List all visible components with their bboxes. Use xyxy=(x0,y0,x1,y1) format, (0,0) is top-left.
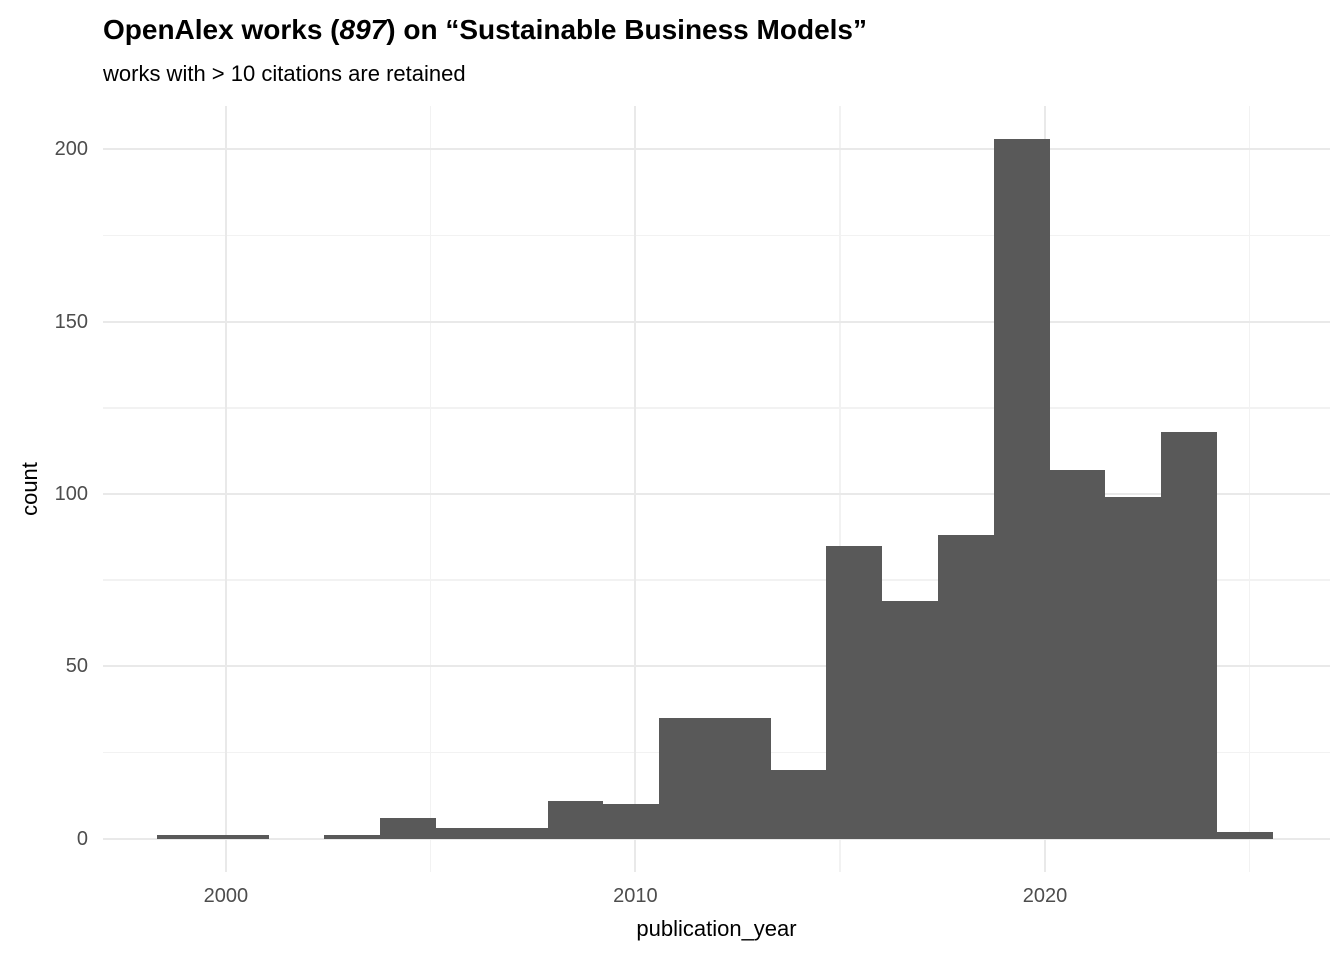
y-tick-label: 50 xyxy=(65,655,88,678)
histogram-bar xyxy=(993,139,1050,839)
histogram-bar xyxy=(435,828,492,839)
y-major-gridline xyxy=(103,492,1330,495)
histogram-bar xyxy=(1161,431,1217,839)
histogram-bar xyxy=(938,535,994,839)
x-tick-label: 2000 xyxy=(203,885,249,907)
histogram-bar xyxy=(157,835,213,839)
y-tick-label: 100 xyxy=(54,482,88,505)
histogram-bar xyxy=(659,717,715,839)
chart-title-count: 897 xyxy=(339,14,387,45)
chart-title: OpenAlex works (897) on “Sustainable Bus… xyxy=(103,13,867,47)
y-tick-label: 0 xyxy=(76,827,88,850)
histogram-bar xyxy=(324,835,381,839)
y-major-gridline xyxy=(103,320,1330,323)
chart-subtitle: works with > 10 citations are retained xyxy=(103,61,466,86)
y-major-gridline xyxy=(103,837,1330,840)
histogram-bar xyxy=(770,769,827,839)
x-major-gridline xyxy=(224,106,227,872)
x-minor-gridline xyxy=(429,106,432,872)
x-axis-title: publication_year xyxy=(636,916,797,941)
histogram-bar xyxy=(826,545,883,839)
x-minor-gridline xyxy=(1248,106,1251,872)
x-tick-label: 2010 xyxy=(613,885,658,907)
histogram-bar xyxy=(212,835,269,839)
histogram-bar xyxy=(380,817,436,839)
y-major-gridline xyxy=(103,148,1330,151)
histogram-bar xyxy=(1105,497,1162,839)
y-tick-label: 200 xyxy=(54,138,88,161)
histogram-bar xyxy=(714,717,771,839)
histogram-bar xyxy=(603,804,660,839)
histogram-bar xyxy=(1216,831,1273,839)
x-minor-gridline xyxy=(839,106,841,872)
y-major-gridline xyxy=(103,665,1330,668)
histogram-bar xyxy=(882,600,939,839)
chart-title-text: ) on “Sustainable Business Models” xyxy=(386,14,867,45)
x-major-gridline xyxy=(634,106,637,872)
y-minor-gridline xyxy=(103,407,1330,409)
histogram-bar xyxy=(1049,469,1106,839)
y-minor-gridline xyxy=(103,579,1330,581)
histogram-bar xyxy=(491,828,548,839)
chart-title-text: OpenAlex works ( xyxy=(103,14,340,45)
histogram-bar xyxy=(547,800,604,839)
y-minor-gridline xyxy=(103,234,1330,237)
y-tick-label: 150 xyxy=(54,310,88,333)
x-tick-label: 2020 xyxy=(1022,885,1068,907)
